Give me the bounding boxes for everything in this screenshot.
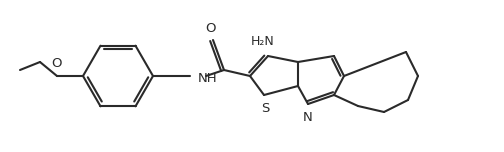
Text: N: N [303, 111, 313, 124]
Text: NH: NH [198, 73, 218, 85]
Text: O: O [205, 22, 215, 35]
Text: S: S [261, 102, 269, 115]
Text: O: O [52, 57, 62, 70]
Text: H₂N: H₂N [251, 35, 275, 48]
